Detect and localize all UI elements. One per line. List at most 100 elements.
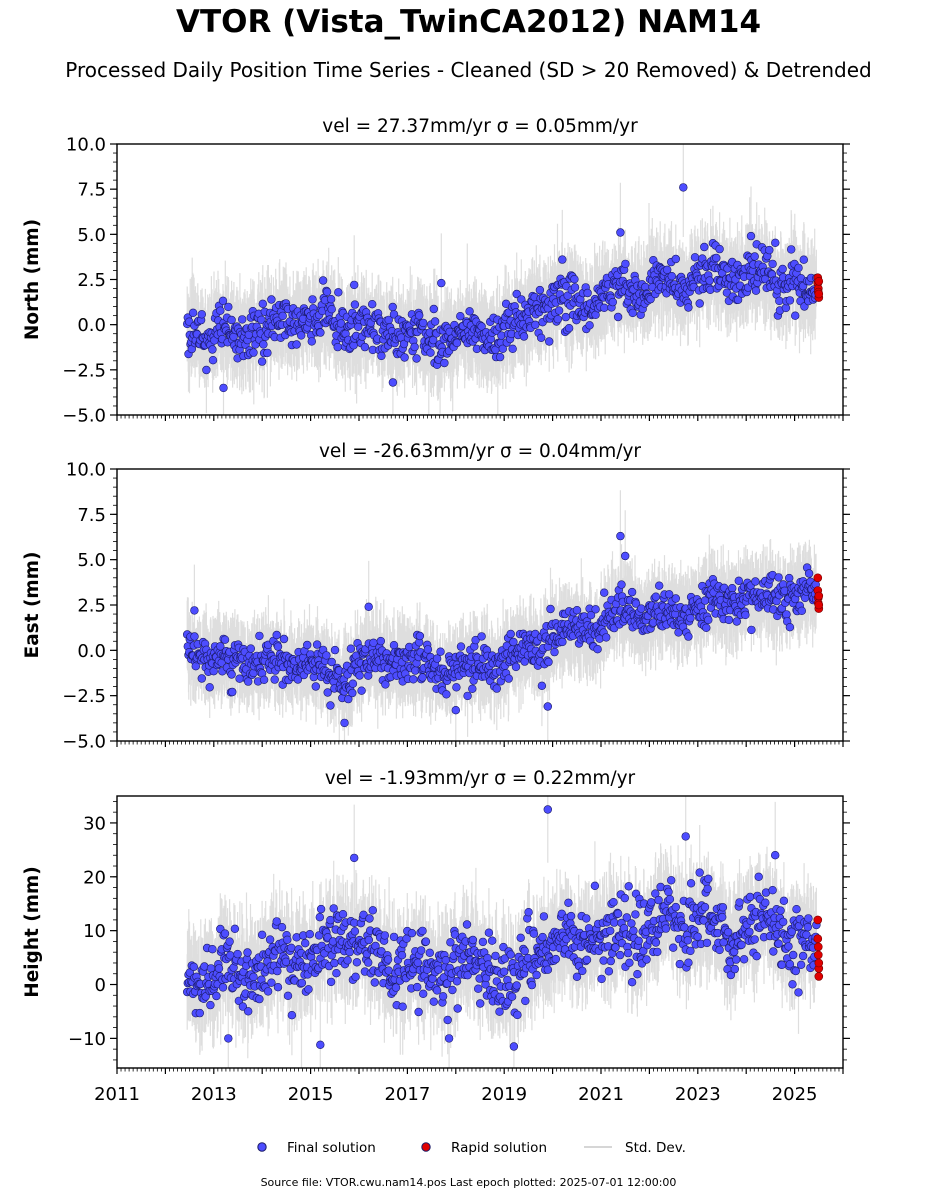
final-point xyxy=(350,300,360,309)
final-point xyxy=(446,938,455,947)
final-point xyxy=(554,306,564,315)
final-point xyxy=(797,606,806,615)
final-point xyxy=(304,985,313,994)
y-tick-label: 10 xyxy=(83,921,106,942)
final-point xyxy=(637,604,646,613)
final-point xyxy=(796,960,806,969)
final-point xyxy=(715,244,724,254)
final-point xyxy=(647,898,656,907)
final-point xyxy=(733,295,743,304)
final-point xyxy=(566,911,576,921)
final-point xyxy=(398,1002,407,1011)
final-point xyxy=(651,938,661,947)
final-point xyxy=(417,946,426,955)
final-point xyxy=(546,604,555,614)
final-point xyxy=(667,272,676,281)
final-point xyxy=(249,348,258,357)
final-point xyxy=(717,912,727,922)
y-tick-label: 30 xyxy=(83,813,106,834)
y-tick-label: 0.0 xyxy=(77,641,106,662)
final-point xyxy=(601,633,611,642)
final-point xyxy=(613,312,623,322)
final-point xyxy=(249,972,258,982)
final-point xyxy=(380,931,389,940)
rapid-point xyxy=(813,934,823,944)
final-point xyxy=(703,884,712,894)
final-point xyxy=(776,906,785,915)
final-point xyxy=(779,896,789,905)
final-point xyxy=(190,632,199,641)
y-tick-label: 0 xyxy=(95,975,106,996)
final-point xyxy=(407,928,417,938)
y-tick-label: 10.0 xyxy=(66,460,106,481)
final-point xyxy=(318,276,328,285)
final-point xyxy=(539,912,549,921)
final-point xyxy=(303,640,312,650)
final-point xyxy=(705,276,714,285)
final-point xyxy=(492,684,501,693)
final-point xyxy=(690,253,700,262)
plot-area xyxy=(183,490,824,741)
legend-label-rapid: Rapid solution xyxy=(451,1140,547,1156)
final-point xyxy=(551,954,560,964)
final-point xyxy=(564,898,573,907)
final-point xyxy=(257,315,266,324)
final-point xyxy=(456,312,465,321)
final-point xyxy=(340,718,349,728)
final-point xyxy=(456,642,466,651)
final-point xyxy=(786,245,796,254)
final-point xyxy=(775,296,784,306)
final-point xyxy=(615,950,625,960)
final-point xyxy=(476,999,485,1008)
final-point xyxy=(761,898,770,907)
final-point xyxy=(741,610,750,620)
final-point xyxy=(412,354,421,363)
final-point xyxy=(334,288,343,297)
final-point xyxy=(774,939,783,948)
final-point xyxy=(582,955,592,964)
final-point xyxy=(564,324,574,333)
final-point xyxy=(544,337,554,346)
final-point xyxy=(538,932,547,942)
final-point xyxy=(544,657,553,667)
final-point xyxy=(272,630,281,640)
final-point xyxy=(553,315,562,324)
final-point xyxy=(224,302,233,312)
final-point xyxy=(631,599,641,608)
plot-area xyxy=(183,796,824,1068)
y-tick-label: 5.0 xyxy=(77,225,106,246)
final-point xyxy=(723,927,733,937)
final-point xyxy=(415,631,425,641)
source-footer: Source file: VTOR.cwu.nam14.pos Last epo… xyxy=(260,1176,677,1189)
final-point xyxy=(263,348,272,358)
final-point xyxy=(409,675,418,684)
final-point xyxy=(745,892,755,902)
final-point xyxy=(484,928,494,937)
final-point xyxy=(724,615,734,625)
y-tick-label: 5.0 xyxy=(77,550,106,571)
y-tick-label: −5.0 xyxy=(62,732,106,753)
final-point xyxy=(591,605,600,614)
final-point xyxy=(452,683,461,692)
x-tick-label: 2025 xyxy=(772,1084,818,1105)
final-point xyxy=(244,677,253,686)
final-point xyxy=(357,686,366,695)
final-point xyxy=(620,893,629,903)
final-point xyxy=(326,915,335,925)
final-point xyxy=(608,297,617,307)
final-point xyxy=(788,950,798,960)
final-point xyxy=(778,917,788,927)
final-point xyxy=(558,637,567,647)
final-point xyxy=(453,1004,462,1013)
final-point xyxy=(360,342,370,352)
final-point xyxy=(272,917,281,926)
final-point xyxy=(611,943,620,952)
y-tick-label: −2.5 xyxy=(62,360,106,381)
final-point xyxy=(322,651,331,660)
final-point xyxy=(509,637,518,647)
final-point xyxy=(350,280,359,290)
y-tick-label: 2.5 xyxy=(77,270,106,291)
final-point xyxy=(287,1010,297,1020)
legend-label-final: Final solution xyxy=(287,1140,376,1156)
final-point xyxy=(224,1034,233,1043)
